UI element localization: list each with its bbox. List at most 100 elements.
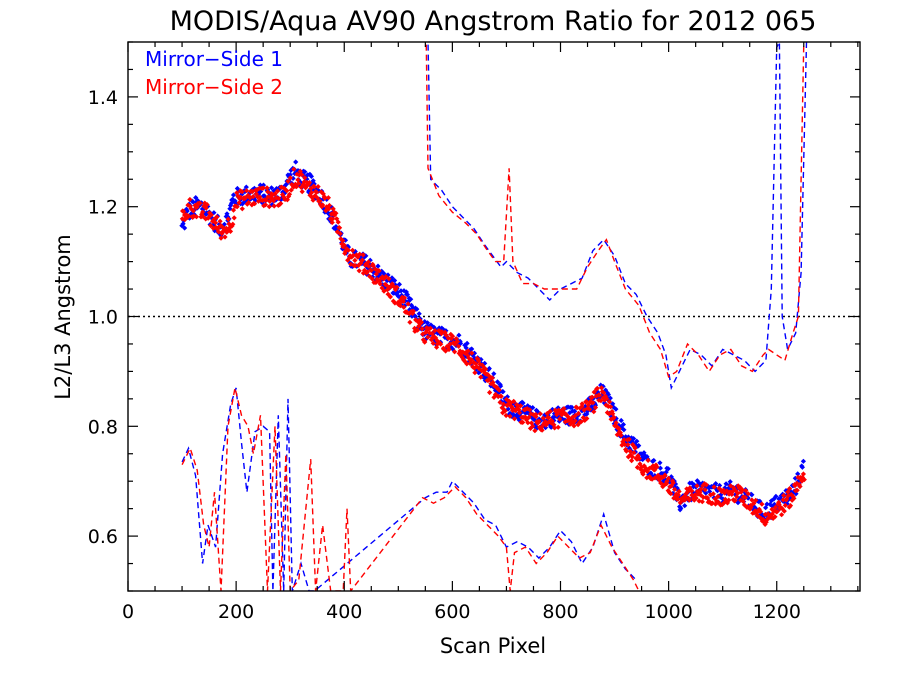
mirror-side-1-point [190,199,196,205]
mirror-side-2-point [422,339,428,345]
mirror-side-2-point [287,175,293,181]
mirror-side-2-point [801,477,807,483]
mirror-side-2-point [275,188,281,194]
mirror-side-2-point [432,328,438,334]
mirror-side-2-point [357,251,363,257]
mirror-side-2-point [782,502,788,508]
mirror-side-1-point [531,417,537,423]
mirror-side-1-point [660,471,666,477]
mirror-side-2-point [326,202,332,209]
mirror-side-1-point [307,171,313,177]
x-tick-label: 600 [434,601,470,623]
mirror-side-2-point [575,410,582,416]
mirror-side-1-point [621,427,627,433]
mirror-side-2-point [288,187,294,193]
mirror-side-1-point [682,503,688,509]
mirror-side-2-point [755,513,761,519]
mirror-side-2-point [498,393,504,399]
mirror-side-2-point [472,370,478,376]
mirror-side-1-point [384,278,390,284]
mirror-side-1-point [398,288,404,294]
mirror-side-2-point [454,339,461,345]
mirror-side-2-point [769,506,775,512]
mirror-side-1-point [439,325,445,331]
mirror-side-2-point [329,219,335,226]
mirror-side-2-point [309,190,315,196]
mirror-side-2-point [505,401,511,407]
mirror-side-2-point [735,490,741,496]
mirror-side-2-point [508,400,514,406]
mirror-side-2-point [456,343,462,349]
mirror-side-1-point [533,421,539,427]
mirror-side-1-point [799,464,805,470]
mirror-side-2-point [570,414,576,420]
mirror-side-2-point [710,491,716,497]
mirror-side-2-point [360,252,366,258]
mirror-side-1-point [742,490,748,496]
mirror-side-1-point [713,486,719,492]
mirror-side-2-point [657,476,663,482]
mirror-side-2-point [635,453,641,459]
mirror-side-2-point [648,464,655,470]
mirror-side-2-point [477,361,483,367]
mirror-side-2-point [383,274,389,280]
x-tick-label: 400 [326,601,362,623]
mirror-side-2-point [729,489,736,495]
mirror-side-2-point [745,491,751,497]
mirror-side-2-point [386,276,392,282]
mirror-side-1-point [408,296,414,302]
mirror-side-1-point [620,421,626,428]
mirror-side-1-point [631,436,637,442]
mirror-side-2-point [299,189,305,195]
mirror-side-2-point [735,483,741,489]
mirror-side-1-point [605,391,611,398]
mirror-side-2-point [621,437,627,443]
mirror-side-1-point [598,382,604,388]
mirror-side-2-point [433,335,439,341]
mirror-side-2-point [340,238,346,244]
x-tick-label: 1200 [753,601,801,623]
mirror-side-2-point [318,189,324,195]
mirror-side-2-point [666,475,672,481]
mirror-side-2-point [757,509,764,515]
y-tick-label: 1.4 [88,87,118,109]
mirror-side-2-point [526,414,532,420]
mirror-side-2-point [376,278,382,284]
mirror-side-1-point [383,285,389,291]
mirror-side-2-point [234,204,240,210]
mirror-side-2-point [397,303,403,309]
mirror-side-2-point [643,466,649,472]
mirror-side-2-point [208,212,214,218]
mirror-side-2-point [722,490,728,496]
mirror-side-2-point [604,410,610,416]
mirror-side-2-point [594,385,600,391]
mirror-side-1-point [792,475,798,481]
mirror-side-2-point [293,184,300,190]
mirror-side-2-point [506,398,512,404]
mirror-side-1-point [498,383,504,389]
mirror-side-2-point [591,409,597,415]
mirror-side-2-point [698,486,704,492]
mirror-side-2-point [295,177,301,183]
mirror-side-1-point [628,435,635,441]
mirror-side-2-point [671,495,677,501]
mirror-side-2-point [561,406,567,412]
mirror-side-2-point [445,335,451,341]
mirror-side-2-point [513,407,519,414]
x-axis-label: Scan Pixel [440,634,546,658]
mirror-side-1-point [516,417,522,423]
mirror-side-2-point [299,172,305,178]
legend: Mirror−Side 1 Mirror−Side 2 [145,47,283,99]
mirror-side-2-point [719,502,725,508]
mirror-side-2-point [217,218,223,224]
mirror-side-2-point [616,426,622,432]
mirror-side-2-point [603,402,609,408]
mirror-side-1-point [322,209,328,215]
mirror-side-1-point [488,378,494,384]
mirror-side-1-point [422,319,428,325]
mirror-side-1-point [698,481,704,487]
mirror-side-2-point [443,332,449,338]
mirror-side-2-point [697,489,703,495]
mirror-side-1-point [393,291,399,297]
mirror-side-2-point [504,396,510,402]
